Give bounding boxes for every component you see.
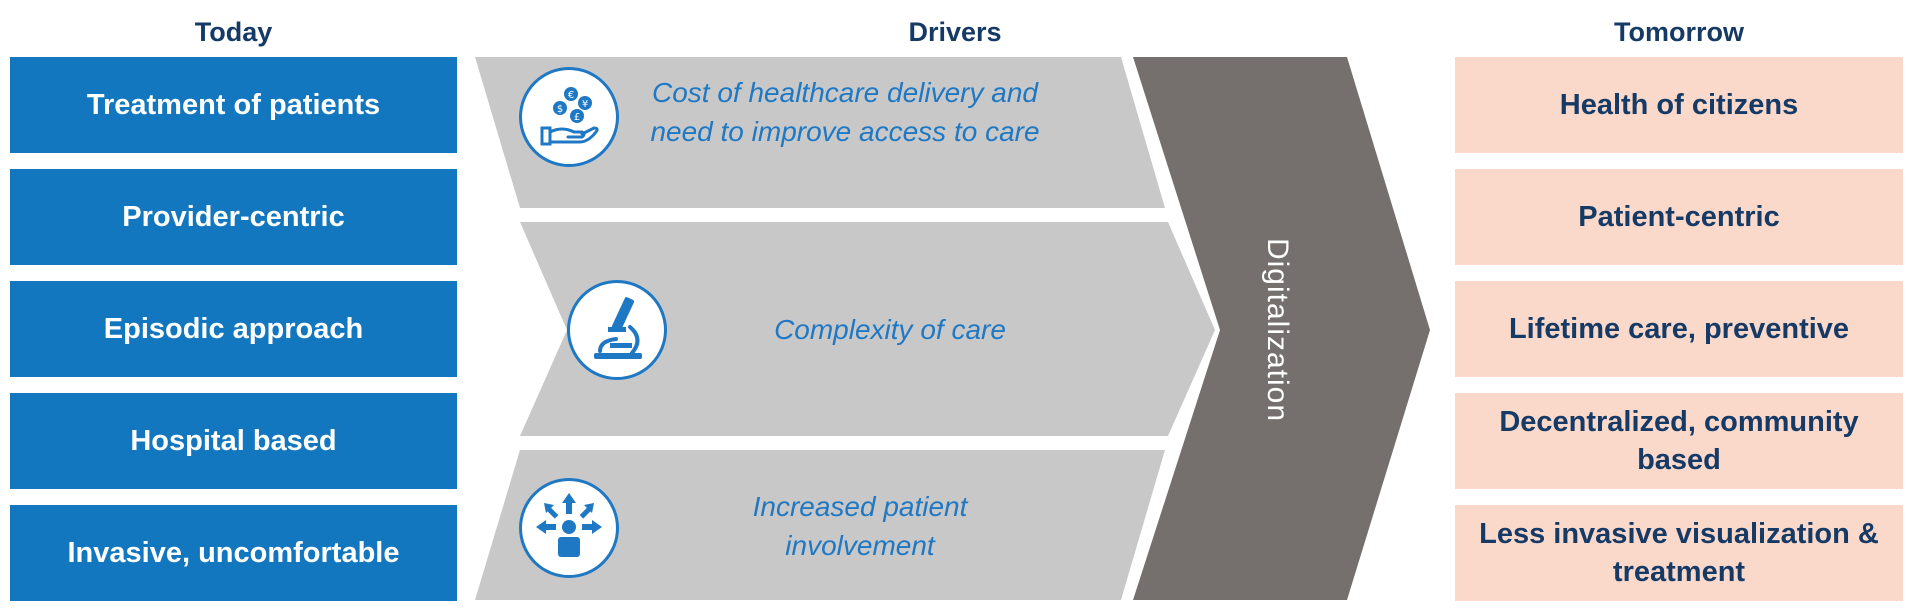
patient-network-icon (519, 478, 619, 578)
driver-chevron-3 (475, 450, 1165, 600)
today-item-1: Treatment of patients (10, 57, 457, 153)
tomorrow-item-4: Decentralized, community based (1455, 393, 1903, 489)
today-item-5: Invasive, uncomfortable (10, 505, 457, 601)
today-item-4: Hospital based (10, 393, 457, 489)
svg-text:$: $ (557, 104, 563, 115)
tomorrow-item-2: Patient-centric (1455, 169, 1903, 265)
tomorrow-header: Tomorrow (1614, 17, 1744, 47)
driver-text-2: Complexity of care (774, 314, 1006, 345)
svg-text:¥: ¥ (582, 99, 588, 110)
hand-coins-icon: € ¥ $ £ (519, 67, 619, 167)
driver-chevron-2 (520, 222, 1215, 436)
today-header: Today (194, 17, 273, 47)
tomorrow-item-1: Health of citizens (1455, 57, 1903, 153)
drivers-header: Drivers (908, 17, 1002, 47)
today-item-2: Provider-centric (10, 169, 457, 265)
driver-text-1: Cost of healthcare delivery and need to … (650, 77, 1040, 147)
today-item-3: Episodic approach (10, 281, 457, 377)
tomorrow-item-5: Less invasive visualization & treatment (1455, 505, 1903, 601)
tomorrow-item-3: Lifetime care, preventive (1455, 281, 1903, 377)
svg-text:€: € (568, 90, 574, 101)
microscope-icon (567, 280, 667, 380)
digitalization-arrow (1133, 57, 1430, 600)
svg-text:£: £ (574, 112, 580, 123)
driver-chevron-1 (475, 57, 1165, 208)
driver-text-3: Increased patient involvement (752, 491, 968, 561)
digitalization-label: Digitalization (1261, 237, 1294, 423)
